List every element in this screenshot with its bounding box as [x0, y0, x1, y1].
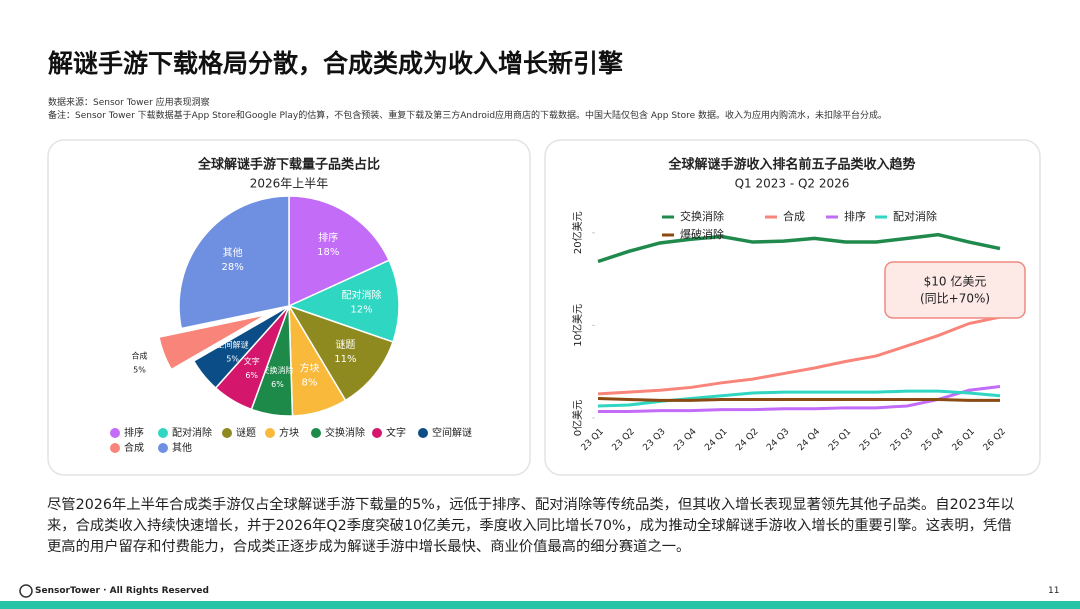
slice-value: 6%	[245, 371, 258, 380]
legend-swatch	[311, 428, 321, 438]
legend-label: 排序	[844, 209, 866, 223]
series-line	[597, 315, 1001, 396]
slice-value: 11%	[334, 354, 356, 365]
pie-slice	[288, 195, 391, 308]
pie-slice	[287, 304, 394, 402]
legend-swatch	[110, 443, 120, 453]
legend-label: 其他	[172, 441, 192, 454]
y-tick-label: 20亿美元	[571, 211, 584, 254]
slice-value: 5%	[226, 354, 239, 363]
pie-slice	[192, 305, 290, 390]
legend-label: 方块	[279, 426, 299, 439]
source: 数据来源：Sensor Tower 应用表现洞察	[48, 98, 210, 108]
legend-label: 合成	[783, 209, 805, 223]
title: 解谜手游下载格局分散，合成类成为收入增长新引擎	[48, 49, 624, 78]
legend-swatch	[158, 443, 168, 453]
legend-label: 空间解谜	[432, 426, 472, 439]
slice-value: 5%	[133, 366, 146, 375]
pie-slice	[286, 259, 400, 343]
slice-value: 8%	[302, 378, 318, 389]
page-number: 11	[1048, 586, 1060, 596]
annotation: (同比+70%)	[920, 292, 990, 306]
series-line	[597, 232, 1001, 264]
slice-label: 合成	[132, 351, 148, 361]
note: 备注：Sensor Tower 下载数据基于App Store和Google P…	[48, 111, 887, 121]
annotation-box	[884, 261, 1026, 319]
annotation: $10 亿美元	[924, 274, 987, 289]
chart-subtitle: Q1 2023 - Q2 2026	[735, 177, 850, 191]
legend-label: 排序	[124, 426, 144, 439]
legend-label: 文字	[386, 426, 406, 439]
slice-label: 文字	[244, 356, 260, 366]
logo	[19, 584, 33, 598]
slice-value: 28%	[222, 262, 244, 273]
slice-value: 6%	[271, 380, 284, 389]
slice-label: 其他	[223, 246, 243, 259]
series-line	[597, 397, 1000, 402]
legend-swatch	[418, 428, 428, 438]
slice-label: 方块	[299, 362, 319, 375]
legend-swatch	[265, 428, 275, 438]
slice-label: 交换消除	[262, 365, 294, 375]
y-tick-label: 0亿美元	[571, 400, 584, 436]
slice-label: 排序	[318, 231, 338, 244]
legend-label: 交换消除	[325, 426, 365, 439]
legend-label: 爆破消除	[680, 227, 724, 241]
legend-label: 谜题	[236, 427, 256, 439]
pie-slice	[158, 313, 267, 371]
slice-value: 18%	[317, 247, 339, 258]
chart-subtitle: 2026年上半年	[250, 177, 329, 191]
slice-label: 谜题	[335, 339, 355, 351]
footer-band	[0, 601, 1080, 609]
legend-swatch	[222, 428, 232, 438]
slice-value: 12%	[350, 305, 372, 316]
y-tick-label: 10亿美元	[571, 304, 584, 347]
legend-label: 合成	[124, 441, 144, 454]
legend-swatch	[110, 428, 120, 438]
footer-brand: SensorTower · All Rights Reserved	[35, 586, 209, 596]
legend-label: 配对消除	[172, 426, 212, 439]
legend-label: 交换消除	[680, 209, 724, 223]
legend-swatch	[372, 428, 382, 438]
slice-label: 配对消除	[342, 289, 382, 302]
chart-title: 全球解谜手游下载量子品类占比	[197, 157, 380, 173]
pie-slice	[178, 195, 290, 330]
slice-label: 空间解谜	[217, 339, 249, 349]
chart-title: 全球解谜手游收入排名前五子品类收入趋势	[667, 157, 915, 173]
legend-label: 配对消除	[893, 209, 937, 223]
body-text: 尽管2026年上半年合成类手游仅占全球解谜手游下载量的5%，远低于排序、配对消除…	[47, 497, 1015, 555]
legend-swatch	[158, 428, 168, 438]
